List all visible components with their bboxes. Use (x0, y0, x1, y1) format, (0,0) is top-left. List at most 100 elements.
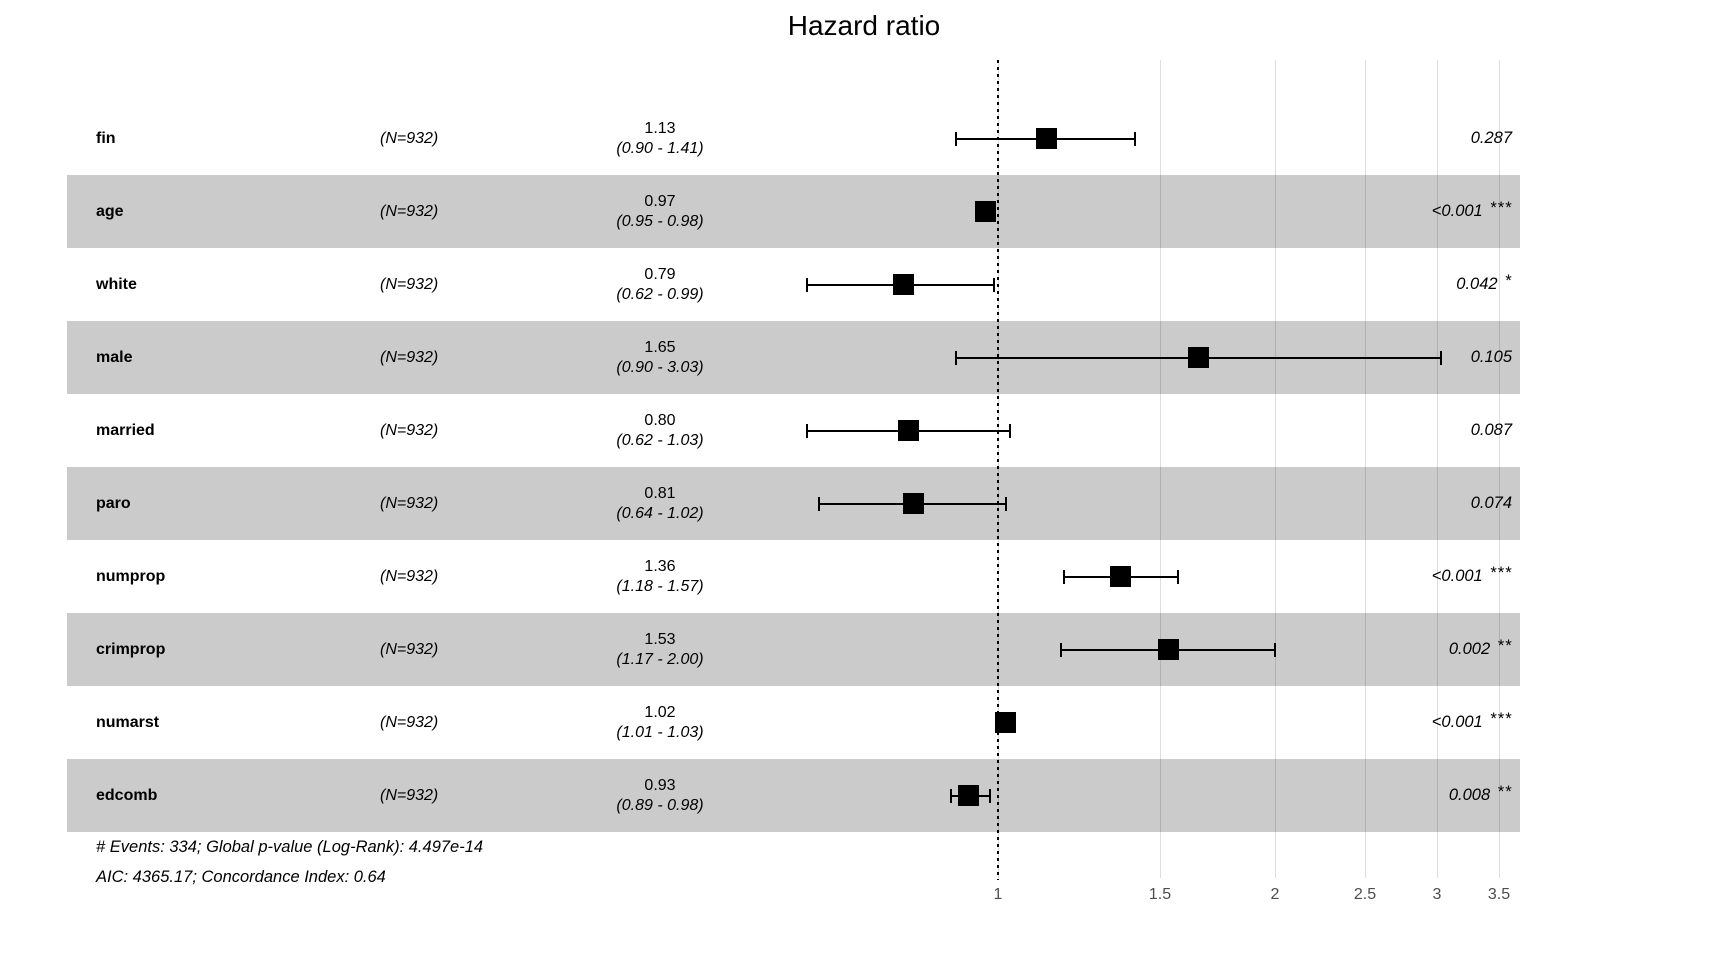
p-value: <0.001 *** (1252, 709, 1512, 732)
ci-cap-low (1059, 642, 1062, 657)
p-value: 0.042 * (1252, 271, 1512, 294)
p-value: 0.074 (1252, 494, 1512, 513)
significance-stars: ** (1497, 636, 1512, 655)
x-gridline (1365, 60, 1366, 878)
x-tick-label: 2.5 (1353, 886, 1377, 903)
sample-size-label: (N=932) (380, 494, 439, 512)
ci-cap-high (988, 788, 991, 803)
ci-range: (0.90 - 3.03) (616, 358, 704, 376)
estimate-value: 1.36 (644, 557, 676, 575)
sample-size-label: (N=932) (380, 567, 439, 585)
estimate-value: 1.65 (644, 338, 676, 356)
p-value-number: <0.001 (1431, 712, 1483, 731)
p-value-number: 0.002 (1448, 639, 1491, 658)
variable-label: age (96, 202, 124, 220)
ci-cap-high (992, 277, 995, 292)
estimate-block: 1.02 (1.01 - 1.03) (510, 703, 810, 743)
estimate-block: 0.97 (0.95 - 0.98) (510, 192, 810, 232)
estimate-block: 1.53 (1.17 - 2.00) (510, 630, 810, 670)
p-value-number: 0.087 (1470, 420, 1512, 439)
sample-size-label: (N=932) (380, 275, 439, 293)
p-value-number: <0.001 (1431, 201, 1483, 220)
ci-range: (0.95 - 0.98) (616, 212, 704, 230)
footnote-aic: AIC: 4365.17; Concordance Index: 0.64 (96, 868, 386, 886)
hazard-ratio-marker (1157, 639, 1179, 660)
hazard-ratio-marker (1110, 566, 1132, 587)
hazard-ratio-marker (995, 712, 1017, 733)
sample-size-label: (N=932) (380, 129, 439, 147)
p-value-number: 0.105 (1470, 347, 1512, 366)
variable-label: crimprop (96, 640, 166, 658)
ci-cap-low (950, 788, 953, 803)
ci-cap-low (954, 131, 957, 146)
significance-stars: *** (1489, 709, 1512, 728)
sample-size-label: (N=932) (380, 202, 439, 220)
ci-range: (0.62 - 0.99) (616, 285, 704, 303)
sample-size-label: (N=932) (380, 713, 439, 731)
row-band (67, 467, 1520, 540)
x-tick-label: 2 (1270, 886, 1280, 903)
estimate-value: 0.81 (644, 484, 676, 502)
x-tick-label: 3.5 (1487, 886, 1511, 903)
estimate-value: 0.80 (644, 411, 676, 429)
sample-size-label: (N=932) (380, 421, 439, 439)
estimate-value: 0.97 (644, 192, 676, 210)
hazard-ratio-marker (975, 201, 997, 222)
x-gridline (1275, 60, 1276, 878)
ci-cap-high (1008, 423, 1011, 438)
estimate-block: 0.81 (0.64 - 1.02) (510, 484, 810, 524)
estimate-block: 0.80 (0.62 - 1.03) (510, 411, 810, 451)
row-band (67, 759, 1520, 832)
ci-cap-low (805, 423, 808, 438)
hazard-ratio-marker (1187, 347, 1209, 368)
x-tick-label: 1.5 (1148, 886, 1172, 903)
p-value: <0.001 *** (1252, 198, 1512, 221)
p-value: 0.105 (1252, 348, 1512, 367)
estimate-block: 0.93 (0.89 - 0.98) (510, 776, 810, 816)
variable-label: edcomb (96, 786, 158, 804)
ci-range: (1.18 - 1.57) (616, 577, 704, 595)
ci-cap-low (818, 496, 821, 511)
sample-size-label: (N=932) (380, 348, 439, 366)
p-value: <0.001 *** (1252, 563, 1512, 586)
row-band (67, 175, 1520, 248)
p-value: 0.008 ** (1252, 783, 1512, 805)
p-value-number: <0.001 (1431, 566, 1483, 585)
significance-stars: * (1504, 271, 1512, 290)
reference-line (997, 60, 999, 880)
chart-title: Hazard ratio (787, 10, 941, 41)
x-tick-label: 1 (993, 886, 1003, 903)
variable-label: paro (96, 494, 131, 512)
hazard-ratio-marker (898, 420, 920, 441)
ci-cap-high (1177, 569, 1180, 584)
row-band (67, 613, 1520, 686)
hazard-ratio-marker (893, 274, 915, 295)
x-tick-label: 3 (1432, 886, 1442, 903)
estimate-value: 1.53 (644, 630, 676, 648)
ci-range: (0.90 - 1.41) (616, 139, 704, 157)
ci-cap-low (805, 277, 808, 292)
ci-cap-high (1274, 642, 1277, 657)
ci-cap-high (1134, 131, 1137, 146)
p-value-number: 0.287 (1470, 128, 1512, 147)
ci-range: (0.64 - 1.02) (616, 504, 704, 522)
significance-stars: *** (1489, 563, 1512, 582)
x-gridline (1437, 60, 1438, 878)
ci-range: (0.89 - 0.98) (616, 796, 704, 814)
ci-range: (1.01 - 1.03) (616, 723, 704, 741)
sample-size-label: (N=932) (380, 640, 439, 658)
footnote-events: # Events: 334; Global p-value (Log-Rank)… (96, 838, 484, 856)
p-value: 0.087 (1252, 421, 1512, 440)
variable-label: married (96, 421, 155, 439)
p-value-number: 0.074 (1470, 493, 1512, 512)
p-value-number: 0.042 (1456, 274, 1498, 293)
variable-label: numprop (96, 567, 166, 585)
ci-cap-high (1004, 496, 1007, 511)
estimate-block: 1.36 (1.18 - 1.57) (510, 557, 810, 597)
variable-label: male (96, 348, 133, 366)
ci-range: (0.62 - 1.03) (616, 431, 704, 449)
ci-cap-low (954, 350, 957, 365)
p-value: 0.287 (1252, 129, 1512, 148)
significance-stars: *** (1489, 198, 1512, 217)
estimate-value: 1.02 (644, 703, 676, 721)
